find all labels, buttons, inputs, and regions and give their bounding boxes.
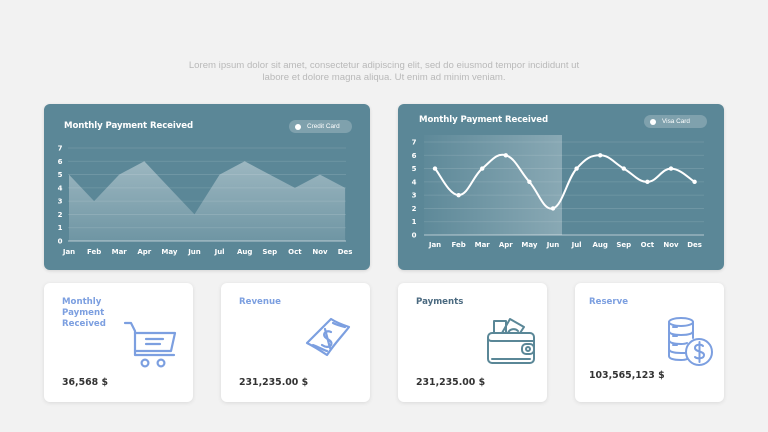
x-tick-label: Aug bbox=[592, 241, 607, 249]
x-tick-label: May bbox=[161, 248, 177, 256]
x-tick-label: Des bbox=[338, 248, 353, 256]
chart-title: Monthly Payment Received bbox=[419, 115, 549, 125]
card-monthly-payment[interactable]: Monthly Payment Received 36,568 $ bbox=[44, 283, 193, 402]
banknote-dollar-icon bbox=[305, 317, 351, 357]
data-point[interactable] bbox=[692, 179, 697, 185]
x-tick-label: Oct bbox=[641, 241, 655, 249]
y-tick-label: 1 bbox=[412, 218, 417, 226]
card-title: Revenue bbox=[239, 297, 281, 307]
y-tick-label: 2 bbox=[58, 211, 63, 219]
data-point[interactable] bbox=[527, 179, 532, 185]
x-tick-label: Mar bbox=[112, 248, 128, 256]
card-title: Monthly Payment Received bbox=[62, 297, 106, 329]
x-tick-label: Mar bbox=[475, 241, 491, 249]
card-value: 36,568 $ bbox=[62, 377, 108, 388]
x-tick-label: Apr bbox=[499, 241, 513, 249]
data-point[interactable] bbox=[550, 206, 556, 211]
chart-title: Monthly Payment Received bbox=[64, 121, 194, 131]
x-tick-label: Jul bbox=[214, 248, 225, 256]
page-subtitle: Lorem ipsum dolor sit amet, consectetur … bbox=[0, 60, 768, 84]
card-value: 231,235.00 $ bbox=[416, 377, 486, 388]
y-tick-label: 7 bbox=[412, 139, 417, 147]
area-series-credit-card bbox=[69, 161, 346, 241]
y-tick-label: 3 bbox=[58, 198, 63, 206]
y-tick-label: 0 bbox=[412, 232, 417, 240]
line-series-visa-card bbox=[434, 153, 696, 210]
data-point[interactable] bbox=[668, 166, 674, 171]
legend-label: Visa Card bbox=[662, 118, 690, 125]
line-chart: 0 1 2 3 4 5 6 7 Jan Feb Mar Apr May Jun Jul Aug Sep Oct No… bbox=[412, 135, 704, 249]
y-tick-label: 2 bbox=[412, 205, 417, 213]
credit-card-chart-panel: Monthly Payment Received Credit Card 0 1 2… bbox=[44, 104, 370, 270]
x-tick-label: Jun bbox=[187, 248, 201, 256]
x-tick-label: Feb bbox=[87, 248, 101, 256]
x-tick-label: Nov bbox=[312, 248, 328, 256]
legend-dot-icon bbox=[650, 118, 656, 125]
card-reserve[interactable]: Reserve 103,565,123 $ bbox=[575, 283, 724, 402]
y-tick-label: 7 bbox=[58, 145, 63, 153]
data-point[interactable] bbox=[480, 166, 485, 171]
card-title: Payments bbox=[416, 297, 464, 307]
data-point[interactable] bbox=[456, 192, 461, 198]
y-tick-label: 4 bbox=[412, 178, 417, 186]
area-chart: 0 1 2 3 4 5 6 7 Jan Feb Mar Apr May Jun Jul Aug Sep Oct No… bbox=[58, 145, 353, 257]
y-tick-label: 6 bbox=[58, 158, 63, 166]
x-tick-label: Sep bbox=[262, 248, 277, 256]
x-tick-label: Oct bbox=[288, 248, 302, 256]
y-tick-label: 0 bbox=[58, 238, 63, 246]
y-tick-label: 5 bbox=[58, 171, 63, 179]
legend-visa-card[interactable]: Visa Card bbox=[644, 115, 707, 128]
x-tick-label: Jul bbox=[571, 241, 582, 249]
y-tick-label: 1 bbox=[58, 224, 63, 232]
y-tick-label: 5 bbox=[412, 165, 417, 173]
x-tick-label: Des bbox=[687, 241, 702, 249]
x-tick-label: Apr bbox=[137, 248, 151, 256]
y-tick-label: 3 bbox=[412, 192, 417, 200]
y-tick-label: 4 bbox=[58, 184, 63, 192]
wallet-icon bbox=[487, 318, 535, 364]
card-value: 231,235.00 $ bbox=[239, 377, 309, 388]
data-point[interactable] bbox=[432, 166, 438, 171]
x-tick-label: Jun bbox=[546, 241, 560, 249]
subtitle-line-2: labore et dolore magna aliqua. Ut enim a… bbox=[262, 72, 506, 83]
x-tick-label: Nov bbox=[663, 241, 679, 249]
card-value: 103,565,123 $ bbox=[589, 370, 665, 381]
x-tick-label: Feb bbox=[451, 241, 465, 249]
card-title: Reserve bbox=[589, 297, 629, 307]
card-revenue[interactable]: Revenue 231,235.00 $ bbox=[221, 283, 370, 402]
card-payments[interactable]: Payments 231,235.00 $ bbox=[398, 283, 547, 402]
data-point[interactable] bbox=[574, 166, 579, 171]
x-tick-label: May bbox=[521, 241, 537, 249]
subtitle-line-1: Lorem ipsum dolor sit amet, consectetur … bbox=[188, 60, 580, 71]
x-tick-label: Sep bbox=[616, 241, 631, 249]
legend-label: Credit Card bbox=[307, 123, 340, 130]
coin-stack-dollar-icon bbox=[668, 317, 713, 366]
y-tick-label: 6 bbox=[412, 152, 417, 160]
data-point[interactable] bbox=[645, 179, 650, 185]
shopping-cart-icon bbox=[123, 321, 177, 368]
x-tick-label: Jan bbox=[428, 241, 441, 249]
data-point[interactable] bbox=[598, 153, 603, 158]
x-tick-label: Jan bbox=[62, 248, 75, 256]
visa-card-chart-panel: Monthly Payment Received Visa Card 0 1 2 3 4… bbox=[398, 104, 724, 270]
legend-credit-card[interactable]: Credit Card bbox=[289, 120, 352, 133]
data-point[interactable] bbox=[621, 166, 626, 171]
legend-dot-icon bbox=[295, 123, 301, 130]
x-tick-label: Aug bbox=[237, 248, 252, 256]
data-point[interactable] bbox=[503, 153, 508, 158]
